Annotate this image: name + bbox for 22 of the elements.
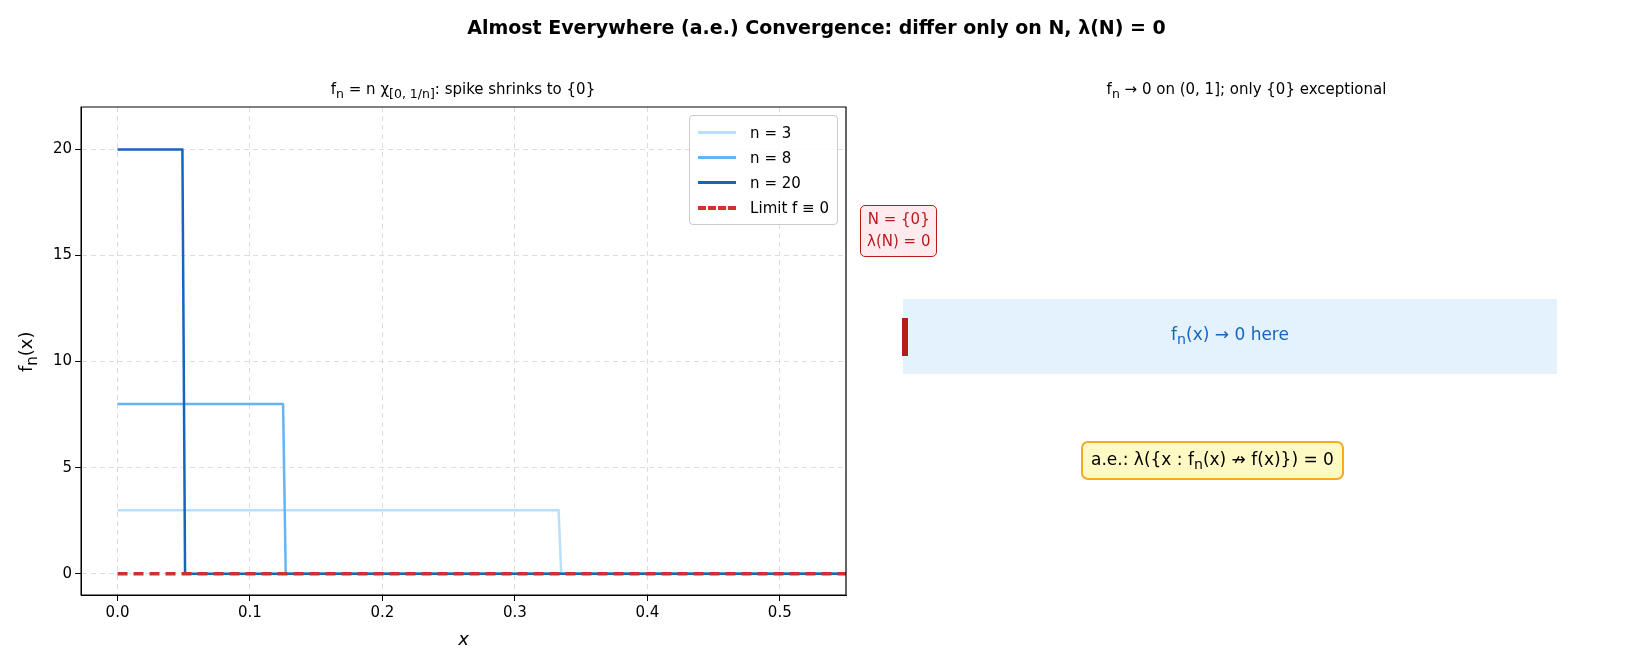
x-tick-label: 0.4: [635, 602, 660, 621]
y-tick-label: 15: [52, 245, 73, 264]
x-tick-label: 0.2: [370, 602, 395, 621]
y-tick-label: 0: [62, 563, 73, 582]
text: f$_{n}$(x) → 0 here: [1170, 324, 1290, 348]
legend-label: n = 8: [749, 147, 793, 169]
y-tick-label: 20: [52, 139, 73, 158]
legend-label: n = 20: [749, 172, 802, 194]
text: f$_{n}$ → 0 on (0, 1]; only {0} exceptional: [1105, 80, 1388, 101]
x-tick-label: 0.0: [105, 602, 130, 621]
y-tick-label: 10: [52, 351, 73, 370]
x-tick-label: 0.1: [238, 602, 262, 621]
text: N = {0} λ(N) = 0: [860, 205, 938, 257]
text: a.e.: λ({x : f$_{n}$(x) ↛ f(x)}) = 0: [1081, 441, 1344, 481]
x-tick-label: 0.5: [767, 602, 792, 621]
legend-label: Limit f ≡ 0: [749, 197, 829, 219]
y-tick-label: 5: [62, 457, 73, 476]
chart-subtitle: f$_{n}$ = n χ$_{[0, 1/n]}$: spike shrinks to {0}: [329, 80, 597, 101]
x-tick-label: 0.3: [502, 602, 527, 621]
legend-label: n = 3: [749, 122, 793, 144]
x-axis-title: x: [458, 628, 469, 649]
chart-title: Almost Everywhere (a.e.) Convergence: differ only on N, λ(N) = 0: [466, 16, 1167, 38]
